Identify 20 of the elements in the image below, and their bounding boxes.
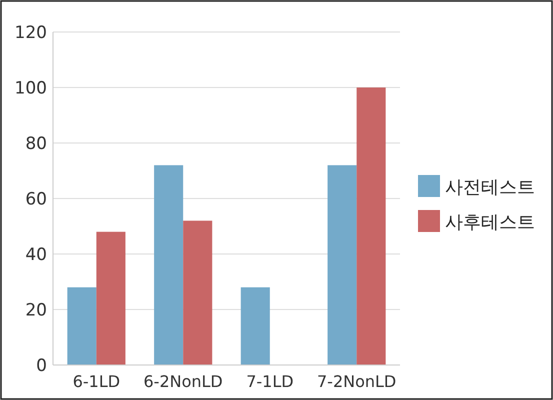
y-tick-label: 0 bbox=[36, 356, 47, 376]
bar bbox=[67, 287, 96, 365]
y-tick-label: 60 bbox=[25, 190, 47, 210]
y-tick-label: 100 bbox=[14, 78, 47, 98]
y-tick-label: 80 bbox=[25, 134, 47, 154]
legend-label: 사전테스트 bbox=[445, 177, 535, 198]
x-tick-label: 7-1LD bbox=[246, 372, 294, 391]
y-tick-label: 20 bbox=[25, 300, 47, 320]
legend-label: 사후테스트 bbox=[445, 212, 535, 233]
y-tick-label: 40 bbox=[25, 245, 47, 265]
x-tick-label: 6-1LD bbox=[72, 372, 120, 391]
x-tick-label: 7-2NonLD bbox=[316, 372, 396, 391]
bar bbox=[183, 220, 212, 365]
bar bbox=[96, 232, 126, 365]
bar bbox=[154, 165, 184, 365]
bar bbox=[356, 88, 386, 365]
y-tick-label: 120 bbox=[14, 23, 47, 43]
bar bbox=[240, 287, 270, 365]
x-tick-label: 6-2NonLD bbox=[143, 372, 223, 391]
bar bbox=[328, 165, 357, 365]
